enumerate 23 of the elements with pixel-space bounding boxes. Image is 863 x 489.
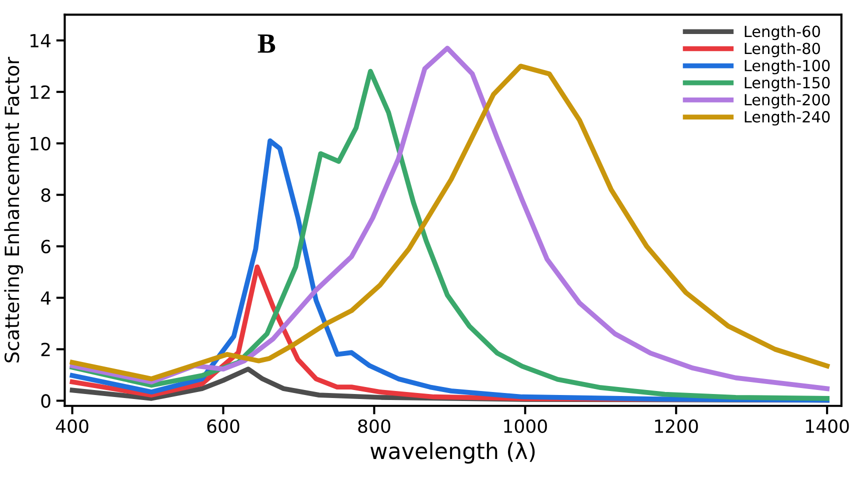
y-tick-label: 2 <box>41 342 50 356</box>
y-tick-label: 10 <box>30 136 50 150</box>
y-tick-label: 6 <box>41 240 50 254</box>
legend-label: Length-60 <box>744 25 820 40</box>
annotation: B <box>258 34 276 53</box>
y-tick-label: 14 <box>30 34 51 48</box>
legend-label: Length-240 <box>744 110 830 126</box>
legend-label: Length-100 <box>744 60 830 74</box>
y-axis-title: Scattering Enhancement Factor <box>4 56 23 362</box>
x-tick-label: 800 <box>358 419 390 434</box>
y-tick-label: 12 <box>30 85 50 99</box>
x-axis-title: wavelength (λ) <box>370 442 535 464</box>
x-tick-label: 600 <box>207 419 240 434</box>
y-tick-label: 8 <box>41 188 50 202</box>
legend-label: Length-80 <box>744 42 820 58</box>
x-tick-label: 1000 <box>504 419 547 434</box>
y-tick-label: 0 <box>41 394 50 408</box>
legend-label: Length-200 <box>744 94 830 108</box>
y-tick-label: 4 <box>40 291 51 305</box>
x-tick-label: 1400 <box>806 419 849 434</box>
legend-label: Length-150 <box>744 76 830 92</box>
x-tick-label: 1200 <box>655 419 698 434</box>
x-tick-label: 400 <box>56 419 88 434</box>
